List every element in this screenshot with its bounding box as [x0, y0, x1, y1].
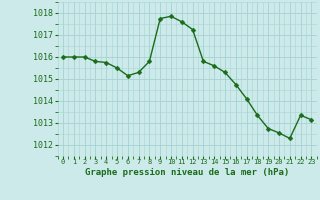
X-axis label: Graphe pression niveau de la mer (hPa): Graphe pression niveau de la mer (hPa)	[85, 168, 289, 177]
